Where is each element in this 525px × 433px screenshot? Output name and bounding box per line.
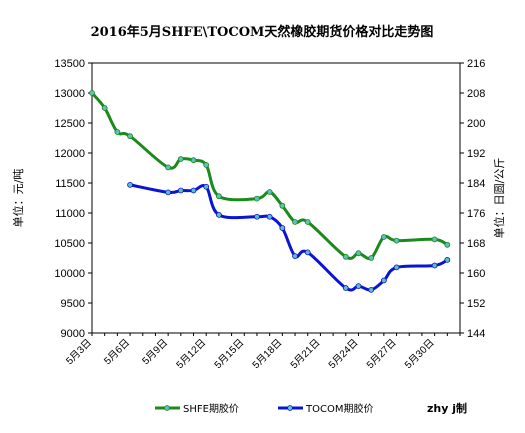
series-1-point [177, 187, 184, 194]
right-tick-label: 192 [467, 148, 485, 160]
series-0-point [101, 105, 108, 111]
left-axis-ticks: 9000 9500 10000 10500 11000 11500 12000 12500 13… [54, 58, 92, 340]
series-layer [89, 90, 451, 293]
left-axis-label: 单位：元/吨 [11, 169, 25, 228]
legend-shfe-label: SHFE期胶价 [183, 402, 239, 415]
series-0-point [304, 219, 311, 225]
series-0-point [215, 193, 222, 200]
left-tick-label: 12000 [54, 148, 85, 160]
legend-shfe-marker [164, 405, 170, 411]
right-tick-label: 144 [467, 328, 485, 340]
series-1-point [203, 183, 210, 190]
left-tick-label: 9500 [61, 298, 85, 310]
series-0-point [177, 156, 184, 162]
series-0-point [203, 162, 210, 168]
left-tick-label: 11500 [55, 178, 85, 190]
series-0-point [279, 202, 286, 209]
right-tick-label: 152 [467, 298, 485, 310]
series-1-point [190, 187, 197, 194]
right-tick-label: 216 [467, 58, 485, 70]
right-tick-label: 176 [467, 208, 485, 220]
right-axis-ticks: 144 152 160 168 176 184 192 200 208 216 [460, 58, 485, 340]
series-1-point [165, 189, 172, 196]
x-tick-label: 5月12日 [174, 337, 208, 371]
left-tick-label: 13500 [54, 58, 85, 70]
series-1-point [266, 213, 273, 220]
series-0-point [368, 255, 375, 261]
left-tick-label: 11000 [55, 208, 85, 220]
series-1-point [127, 181, 133, 188]
x-tick-label: 5月24日 [326, 337, 360, 371]
series-0-point [342, 253, 349, 260]
series-1-point [279, 225, 286, 231]
series-0-point [266, 189, 273, 195]
x-tick-label: 5月30日 [402, 337, 436, 371]
series-1-point [431, 262, 438, 269]
series-0-point [292, 219, 298, 225]
series-0-point [380, 234, 387, 240]
series-0-point [431, 236, 438, 243]
chart-title: 2016年5月SHFE\TOCOM天然橡胶期货价格对比走势图 [91, 24, 434, 40]
series-0-point [444, 241, 451, 248]
legend: SHFE期胶价 TOCOM期胶价 [155, 402, 373, 415]
series-0-point [190, 157, 197, 164]
left-tick-label: 13000 [54, 88, 85, 100]
x-tick-label: 5月3日 [64, 337, 94, 367]
x-tick-label: 5月21日 [288, 337, 322, 371]
series-1-point [444, 256, 451, 263]
series-0-point [355, 250, 362, 257]
series-1-point [342, 285, 349, 291]
right-axis-label: 单位：日圆/公斤 [492, 158, 506, 239]
credit-text: zhy j制 [427, 401, 467, 415]
x-tick-label: 5月27日 [364, 337, 398, 371]
left-tick-label: 10000 [54, 268, 85, 280]
x-tick-label: 5月6日 [102, 337, 132, 367]
x-tick-label: 5月18日 [250, 337, 284, 371]
legend-tocom-marker [287, 405, 293, 411]
series-1-point [393, 264, 400, 271]
right-tick-label: 184 [467, 178, 485, 190]
left-tick-label: 9000 [61, 328, 85, 340]
series-1-point [215, 211, 222, 218]
x-tick-label: 5月15日 [212, 337, 246, 371]
x-axis-ticks: 5月3日 5月6日 5月9日 5月12日 5月15日 5月18日 5月21日 5月24日 5月2… [64, 333, 461, 371]
left-tick-label: 12500 [54, 118, 85, 130]
series-1-point [380, 277, 387, 284]
right-tick-label: 200 [467, 118, 485, 130]
series-1-point [292, 253, 298, 260]
series-0-point [127, 133, 133, 140]
series-0-point [89, 90, 95, 96]
right-tick-label: 168 [467, 238, 485, 250]
series-1-point [254, 213, 260, 220]
series-0-point [254, 195, 260, 202]
series-1-point [368, 286, 375, 293]
series-0-point [165, 164, 172, 171]
right-tick-label: 208 [467, 88, 485, 100]
left-tick-label: 10500 [54, 238, 85, 250]
series-0-point [393, 237, 400, 244]
legend-tocom-label: TOCOM期胶价 [305, 402, 373, 415]
x-tick-label: 5月9日 [140, 337, 170, 367]
series-1-point [355, 283, 362, 290]
right-tick-label: 160 [467, 268, 485, 280]
series-1-point [304, 249, 311, 256]
series-0-point [114, 129, 121, 135]
